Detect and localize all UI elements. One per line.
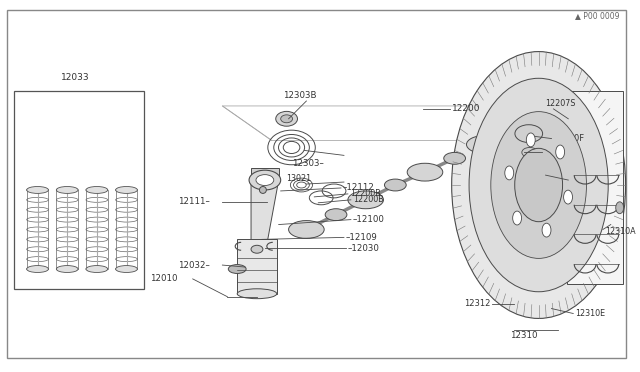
Text: 12310: 12310 bbox=[510, 331, 538, 340]
Ellipse shape bbox=[515, 148, 563, 222]
Ellipse shape bbox=[276, 111, 298, 126]
Text: 12200F: 12200F bbox=[554, 134, 584, 143]
Ellipse shape bbox=[524, 111, 554, 126]
Ellipse shape bbox=[526, 133, 535, 147]
Ellipse shape bbox=[281, 115, 292, 123]
Text: –12112: –12112 bbox=[343, 183, 375, 192]
Text: 12010: 12010 bbox=[150, 275, 178, 283]
Text: 12303B: 12303B bbox=[283, 90, 316, 100]
Text: 12312: 12312 bbox=[465, 299, 491, 308]
Ellipse shape bbox=[251, 245, 263, 253]
Text: 12303–: 12303– bbox=[292, 159, 323, 168]
Ellipse shape bbox=[452, 52, 626, 318]
Text: 12310E: 12310E bbox=[575, 309, 605, 318]
Ellipse shape bbox=[407, 163, 443, 181]
Text: 12033: 12033 bbox=[61, 73, 90, 82]
Text: –12100: –12100 bbox=[353, 215, 385, 224]
Ellipse shape bbox=[325, 209, 347, 221]
Ellipse shape bbox=[564, 190, 573, 204]
Ellipse shape bbox=[385, 179, 406, 191]
Text: 12111–: 12111– bbox=[178, 197, 210, 206]
Polygon shape bbox=[251, 180, 278, 244]
Ellipse shape bbox=[259, 186, 266, 193]
Ellipse shape bbox=[556, 145, 564, 159]
Ellipse shape bbox=[444, 153, 465, 164]
Ellipse shape bbox=[542, 223, 551, 237]
Ellipse shape bbox=[56, 186, 78, 193]
Ellipse shape bbox=[348, 191, 383, 209]
Text: 12200: 12200 bbox=[452, 105, 480, 113]
Text: 12032–: 12032– bbox=[178, 260, 210, 270]
Ellipse shape bbox=[237, 289, 276, 299]
Bar bbox=[567, 91, 623, 284]
Text: –12109: –12109 bbox=[346, 233, 378, 242]
Text: 12310A: 12310A bbox=[605, 227, 636, 236]
Ellipse shape bbox=[513, 211, 522, 225]
Bar bbox=[237, 239, 276, 294]
Text: 12200B: 12200B bbox=[350, 189, 381, 198]
Ellipse shape bbox=[116, 266, 138, 272]
Ellipse shape bbox=[616, 202, 623, 214]
Ellipse shape bbox=[256, 174, 274, 186]
Ellipse shape bbox=[27, 266, 49, 272]
Polygon shape bbox=[251, 168, 278, 178]
Ellipse shape bbox=[86, 266, 108, 272]
Bar bbox=[14, 91, 144, 289]
Ellipse shape bbox=[505, 166, 514, 180]
Text: 12208S: 12208S bbox=[534, 166, 564, 175]
Ellipse shape bbox=[86, 186, 108, 193]
Ellipse shape bbox=[249, 170, 281, 190]
Ellipse shape bbox=[116, 186, 138, 193]
Text: 12200B: 12200B bbox=[353, 195, 383, 204]
Text: 32202: 32202 bbox=[543, 146, 569, 155]
Text: –12030: –12030 bbox=[348, 244, 380, 253]
Ellipse shape bbox=[27, 186, 49, 193]
Ellipse shape bbox=[503, 125, 525, 137]
Ellipse shape bbox=[56, 266, 78, 272]
Ellipse shape bbox=[515, 125, 543, 142]
Ellipse shape bbox=[467, 136, 502, 153]
Text: ▲ P00 0009: ▲ P00 0009 bbox=[575, 12, 620, 20]
Ellipse shape bbox=[522, 147, 538, 157]
Text: 13021: 13021 bbox=[287, 174, 312, 183]
Ellipse shape bbox=[289, 221, 324, 238]
Ellipse shape bbox=[228, 264, 246, 273]
Text: 12207S: 12207S bbox=[545, 99, 576, 109]
Ellipse shape bbox=[491, 112, 586, 259]
Ellipse shape bbox=[469, 78, 608, 292]
